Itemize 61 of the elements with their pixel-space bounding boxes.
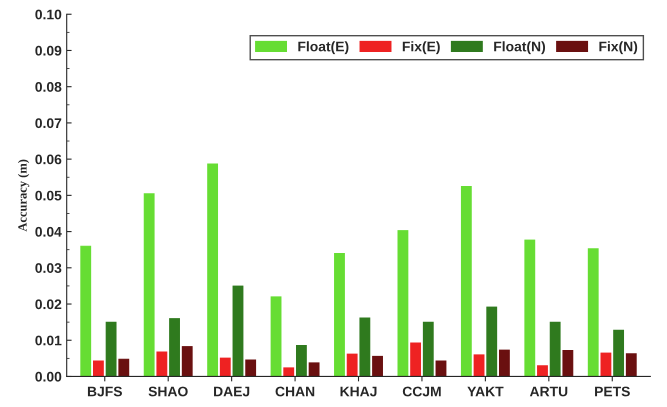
y-tick-label: 0.09 <box>35 46 62 56</box>
bar <box>588 248 599 376</box>
bar <box>334 252 345 376</box>
x-tick-label: YAKT <box>467 386 504 396</box>
x-tick-label: CCJM <box>402 386 441 396</box>
y-tick-label: 0.07 <box>35 118 62 128</box>
bar <box>359 317 370 376</box>
legend-label: Fix(E) <box>402 41 440 54</box>
y-tick-label: 0.06 <box>35 154 62 164</box>
x-tick-label: PETS <box>595 386 630 396</box>
x-tick-label: KHAJ <box>340 386 376 396</box>
y-tick-label: 0.03 <box>35 263 62 273</box>
y-tick-label: 0.08 <box>35 82 62 92</box>
bar <box>422 322 434 376</box>
bar <box>245 359 256 376</box>
bar <box>80 246 92 376</box>
bar <box>600 352 612 376</box>
x-tick-label: ARTU <box>530 386 568 396</box>
bar <box>537 365 548 376</box>
bar <box>436 360 446 376</box>
legend-label: Fix(N) <box>599 41 638 54</box>
bar <box>397 230 408 376</box>
bar <box>346 354 358 376</box>
y-tick-label: 0.00 <box>35 372 62 382</box>
bar <box>372 356 383 376</box>
y-tick-label: 0.10 <box>35 10 62 20</box>
bar <box>92 360 104 376</box>
bar <box>169 318 180 376</box>
bar <box>486 306 498 376</box>
bar <box>410 342 422 376</box>
bar <box>613 330 624 376</box>
bar <box>626 353 637 376</box>
y-tick-label: 0.02 <box>35 299 62 310</box>
y-axis-title: Accuracy (m) <box>18 160 30 232</box>
y-tick-label: 0.05 <box>35 190 62 201</box>
x-tick-label: SHAO <box>148 386 188 396</box>
bar <box>562 350 574 376</box>
bar <box>550 322 561 376</box>
bar <box>232 286 244 376</box>
bar <box>460 186 472 376</box>
bar <box>106 322 117 376</box>
bar <box>270 296 282 376</box>
bar <box>308 362 320 376</box>
bar <box>182 346 193 376</box>
bar <box>207 163 218 376</box>
x-tick-label: DAEJ <box>214 386 250 396</box>
y-tick-label: 0.01 <box>35 336 62 346</box>
x-tick-label: BJFS <box>88 386 122 396</box>
y-tick-label: 0.04 <box>35 226 62 237</box>
legend-label: Float(N) <box>494 41 546 54</box>
legend-label: Float(E) <box>298 41 348 54</box>
x-tick-label: CHAN <box>276 386 314 396</box>
bar <box>498 350 510 376</box>
bar <box>283 367 294 376</box>
bar <box>524 240 536 376</box>
bar <box>220 358 231 376</box>
bar <box>118 358 130 376</box>
bar <box>474 354 484 376</box>
bar <box>144 193 155 376</box>
bar <box>296 344 307 376</box>
bar <box>156 351 168 376</box>
